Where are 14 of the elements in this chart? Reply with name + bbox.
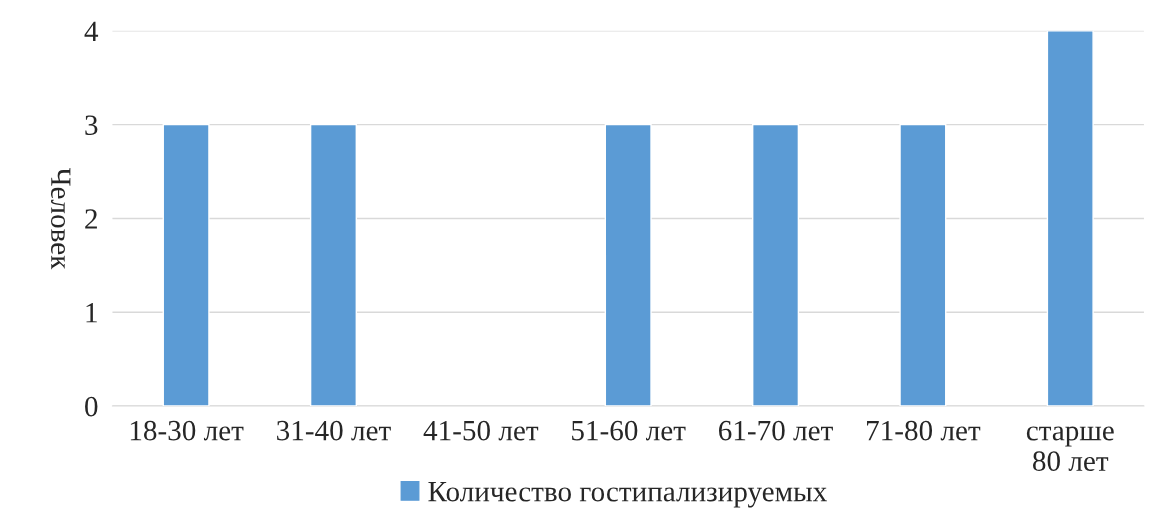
y-tick-label: 3: [85, 115, 98, 136]
y-tick-label: 0: [85, 396, 98, 417]
legend-label: Количество гостипализируемых: [428, 482, 827, 508]
y-tick-label: 4: [84, 21, 99, 41]
y-tick-label: 1: [86, 303, 97, 323]
x-tick-label: 51-60 лет: [572, 420, 686, 441]
x-tick-label: старше 80 лет: [1026, 426, 1114, 471]
x-tick-label: 31-40 лет: [277, 420, 391, 441]
x-tick-label: 18-30 лет: [130, 420, 244, 441]
x-tick-label: 41-50 лет: [423, 420, 539, 441]
y-tick-label: 2: [85, 209, 97, 229]
x-tick-label: 61-70 лет: [719, 420, 833, 441]
y-axis-title: Человек: [50, 167, 71, 270]
x-tick-label: 71-80 лет: [867, 420, 981, 441]
